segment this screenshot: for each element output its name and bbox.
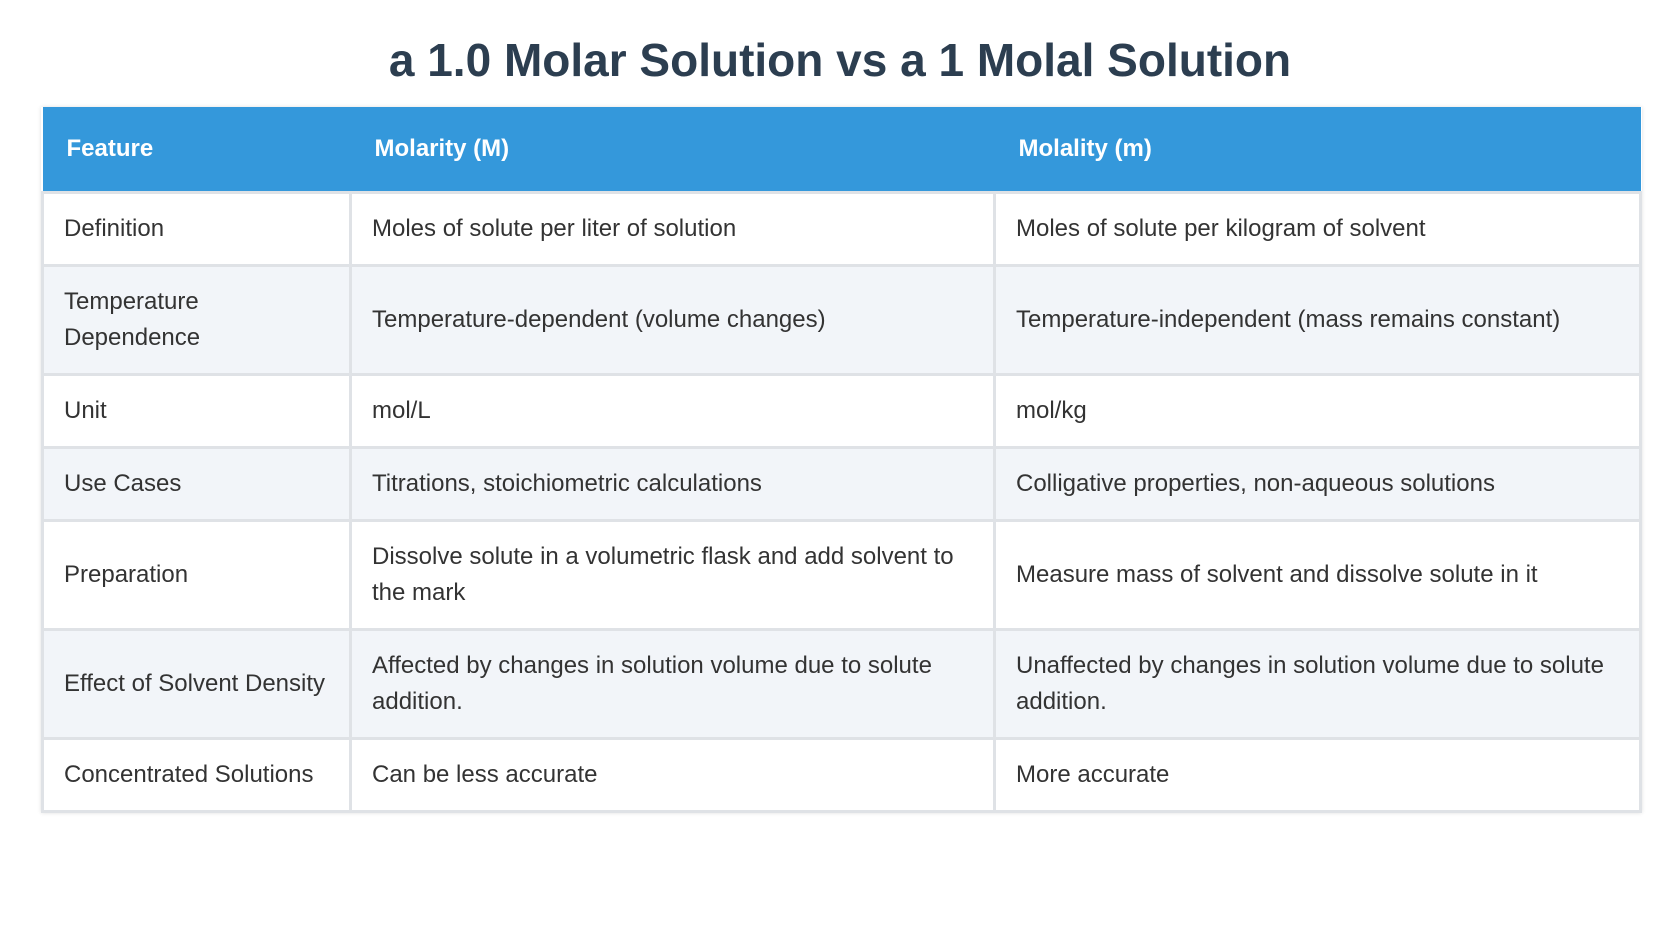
- table-cell: Unit: [41, 372, 352, 449]
- page-title: a 1.0 Molar Solution vs a 1 Molal Soluti…: [388, 34, 1292, 86]
- table-cell: Colligative properties, non-aqueous solu…: [993, 445, 1642, 522]
- table-row: Concentrated Solutions Can be less accura…: [41, 736, 1642, 813]
- table-cell: Temperature-independent (mass remains co…: [993, 263, 1642, 376]
- table-cell: Temperature-dependent (volume changes): [349, 263, 996, 376]
- table-row: Preparation Dissolve solute in a volumetr…: [41, 518, 1642, 631]
- table-cell: Definition: [41, 190, 352, 267]
- table-row: Definition Moles of solute per liter of s…: [41, 190, 1642, 267]
- table-cell: Affected by changes in solution volume d…: [349, 627, 996, 740]
- table-cell: Unaffected by changes in solution volume…: [993, 627, 1642, 740]
- table-cell: More accurate: [993, 736, 1642, 813]
- column-header: Feature: [42, 107, 351, 192]
- column-header: Molality (m): [994, 107, 1641, 192]
- table-cell: Temperature Dependence: [41, 263, 352, 376]
- column-header: Molarity (M): [350, 107, 995, 192]
- table-cell: Moles of solute per liter of solution: [349, 190, 996, 267]
- table-cell: Use Cases: [41, 445, 352, 522]
- table-cell: Dissolve solute in a volumetric flask an…: [349, 518, 996, 631]
- header-row: Feature Molarity (M) Molality (m): [42, 107, 1641, 192]
- table-row: Unit mol/L mol/kg: [41, 372, 1642, 449]
- table-row: Use Cases Titrations, stoichiometric calc…: [41, 445, 1642, 522]
- table-body: Definition Moles of solute per liter of s…: [41, 190, 1642, 813]
- table-cell: Titrations, stoichiometric calculations: [349, 445, 996, 522]
- table-row: Temperature Dependence Temperature-depend…: [41, 263, 1642, 376]
- table-cell: mol/kg: [993, 372, 1642, 449]
- table-cell: Concentrated Solutions: [41, 736, 352, 813]
- table-cell: Measure mass of solvent and dissolve sol…: [993, 518, 1642, 631]
- table-row: Effect of Solvent Density Affected by cha…: [41, 627, 1642, 740]
- table-cell: mol/L: [349, 372, 996, 449]
- table-cell: Effect of Solvent Density: [41, 627, 352, 740]
- table-cell: Moles of solute per kilogram of solvent: [993, 190, 1642, 267]
- table-cell: Preparation: [41, 518, 352, 631]
- table-cell: Can be less accurate: [349, 736, 996, 813]
- comparison-table: Feature Molarity (M) Molality (m) Definiti…: [41, 107, 1642, 813]
